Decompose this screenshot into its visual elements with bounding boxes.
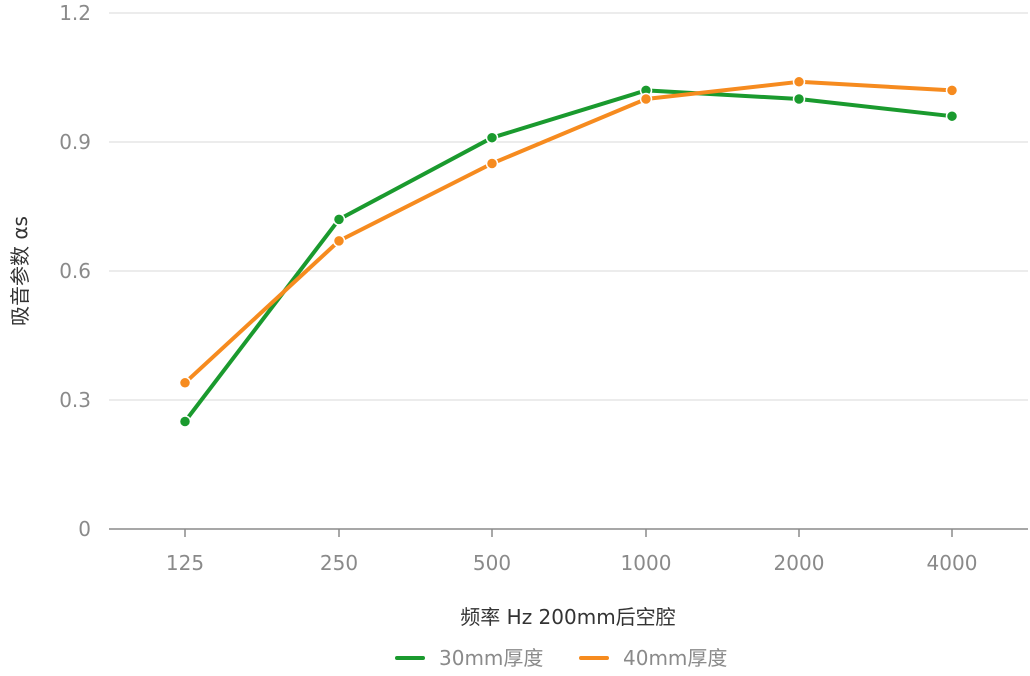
y-axis-title: 吸音参数 αs	[8, 216, 32, 326]
data-point	[485, 157, 499, 170]
x-tick-label: 4000	[927, 551, 978, 575]
y-tick-label: 0.6	[59, 259, 91, 283]
x-tick-label: 125	[166, 551, 204, 575]
y-axis-ticks: 0 0.3 0.6 0.9 1.2	[59, 1, 91, 541]
series-layer	[178, 75, 959, 428]
legend-label: 30mm厚度	[439, 646, 543, 670]
y-tick-label: 0.3	[59, 388, 91, 412]
legend-label: 40mm厚度	[623, 646, 727, 670]
data-point	[332, 213, 346, 226]
y-tick-label: 1.2	[59, 1, 91, 25]
series-line	[183, 88, 954, 424]
x-axis-title: 频率 Hz 200mm后空腔	[460, 605, 675, 629]
data-point	[945, 109, 959, 123]
data-point	[178, 415, 192, 428]
data-point	[792, 92, 806, 106]
data-point	[485, 131, 499, 144]
x-tick-label: 2000	[774, 551, 825, 575]
data-point	[945, 84, 959, 97]
y-tick-label: 0	[78, 517, 91, 541]
x-tick-label: 1000	[621, 551, 672, 575]
data-point	[639, 92, 653, 106]
data-point	[178, 376, 192, 390]
series-2	[178, 75, 959, 390]
data-point	[332, 234, 346, 248]
gridlines	[109, 12, 1028, 530]
x-axis-ticks: 125 250 500 1000 2000 4000	[166, 529, 978, 575]
x-tick-label: 250	[320, 551, 358, 575]
data-point	[792, 75, 806, 89]
series-line	[183, 79, 954, 385]
legend: 30mm厚度 40mm厚度	[395, 646, 727, 670]
y-tick-label: 0.9	[59, 130, 91, 154]
series-1	[178, 84, 959, 428]
x-tick-label: 500	[473, 551, 511, 575]
